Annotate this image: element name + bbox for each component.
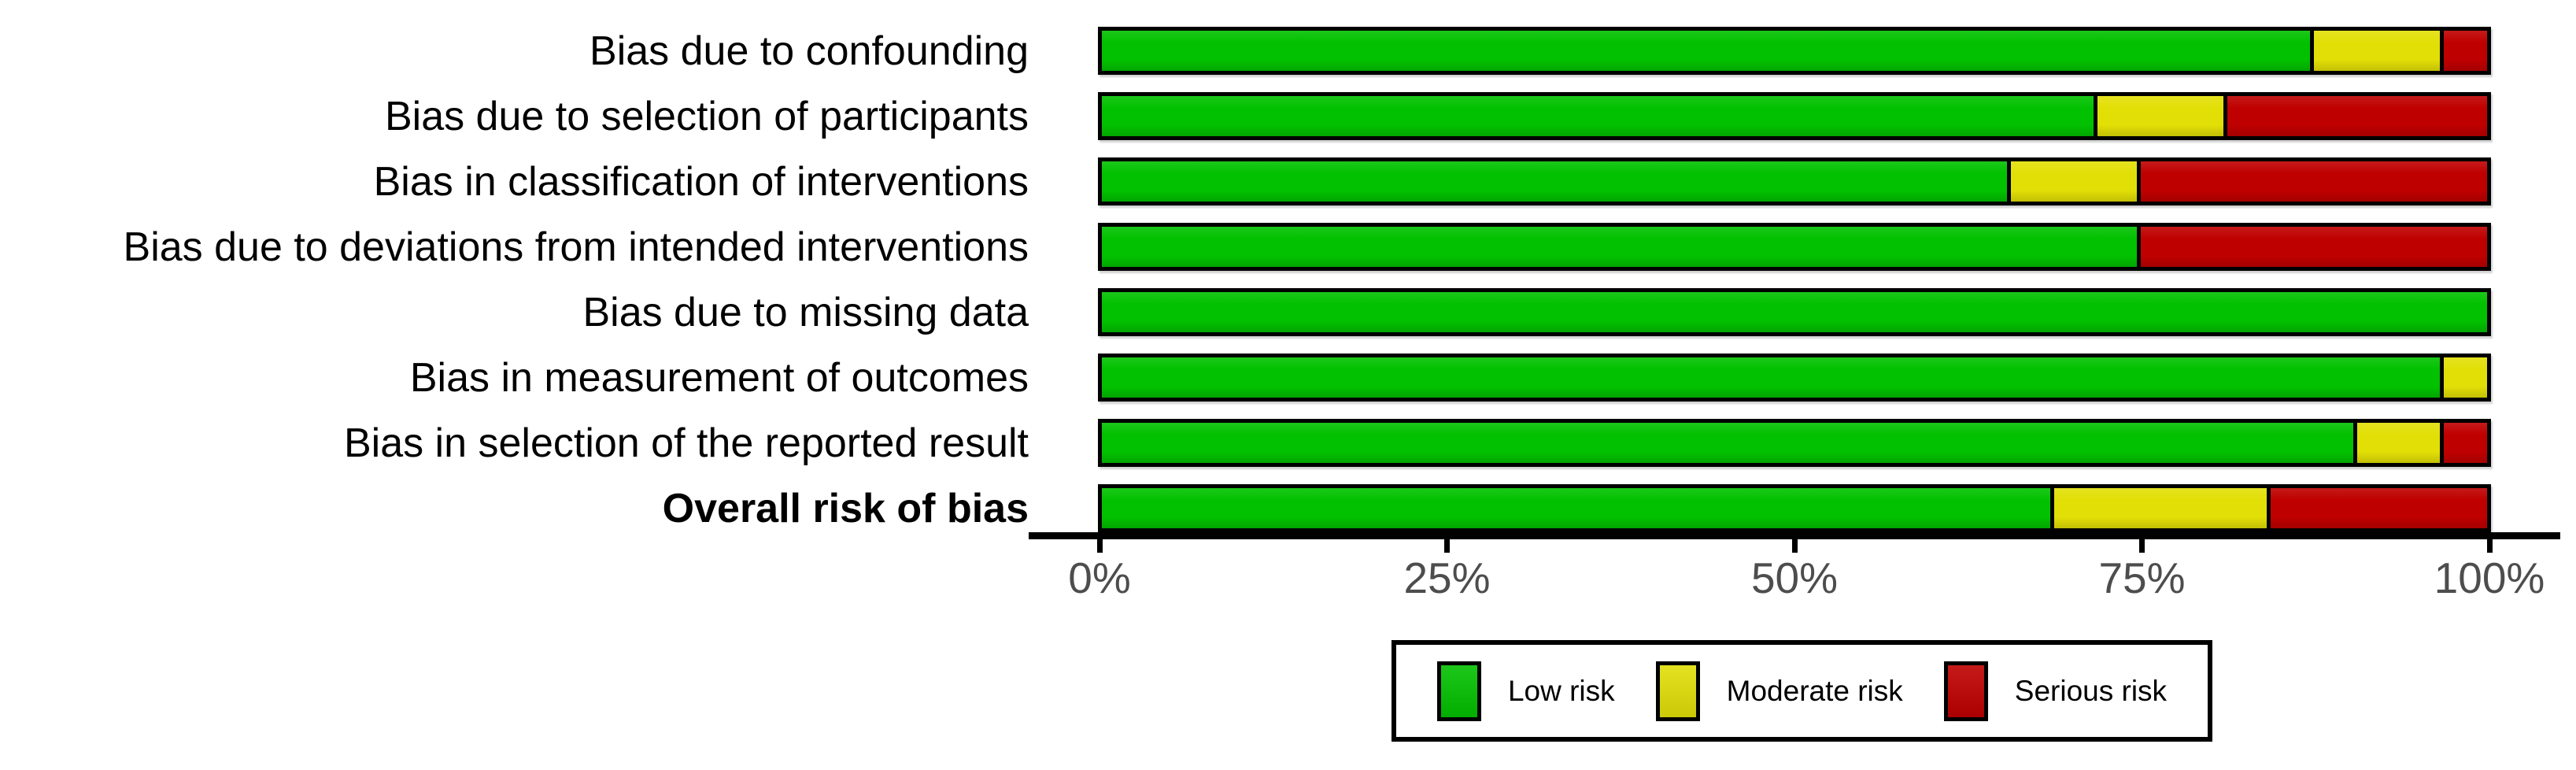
bar-segment-moderate-risk (2314, 31, 2444, 71)
category-label: Overall risk of bias (662, 485, 1029, 531)
category-label: Bias due to selection of participants (384, 93, 1029, 139)
bar-segment-low-risk (1102, 488, 2054, 528)
bar-segment-serious-risk (2444, 31, 2487, 71)
stacked-bar (1098, 484, 2491, 532)
category-label: Bias in measurement of outcomes (409, 354, 1029, 401)
bar-segment-low-risk (1102, 423, 2357, 463)
category-label: Bias due to deviations from intended int… (123, 224, 1029, 270)
stacked-bar (1098, 27, 2491, 75)
stacked-bar (1098, 354, 2491, 402)
legend-key-low-risk (1436, 661, 1481, 721)
bar-segment-moderate-risk (2054, 488, 2271, 528)
bar-segment-low-risk (1102, 161, 2011, 202)
bar-rows: Bias due to confounding Bias due to selec… (0, 27, 2576, 550)
bar-segment-low-risk (1102, 96, 2097, 136)
legend-key-serious-risk (1943, 661, 1988, 721)
legend-item-label: Moderate risk (1726, 674, 1903, 707)
category-label: Bias due to confounding (589, 28, 1029, 74)
bar-row: Bias in measurement of outcomes (0, 354, 2576, 402)
bar-segment-low-risk (1102, 227, 2141, 267)
bar-segment-serious-risk (2227, 96, 2487, 136)
x-tick-label: 25% (1403, 553, 1491, 602)
x-tick-mark (1791, 539, 1798, 553)
bar-row: Bias due to missing data (0, 288, 2576, 336)
legend-item: Serious risk (1943, 661, 2168, 721)
x-tick-mark (1444, 539, 1450, 553)
category-label: Bias in classification of interventions (373, 158, 1029, 205)
bar-segment-serious-risk (2271, 488, 2487, 528)
bar-row: Bias due to confounding (0, 27, 2576, 75)
bar-segment-low-risk (1102, 357, 2444, 398)
category-label: Bias due to missing data (582, 289, 1029, 335)
bar-segment-low-risk (1102, 31, 2314, 71)
stacked-bar (1098, 288, 2491, 336)
x-tick-mark (2486, 539, 2493, 553)
legend-key-moderate-risk (1655, 661, 1700, 721)
bar-segment-moderate-risk (2097, 96, 2227, 136)
legend-item-label: Serious risk (2014, 674, 2168, 707)
legend-item: Moderate risk (1655, 661, 1903, 721)
x-tick-label: 75% (2098, 553, 2186, 602)
stacked-bar (1098, 419, 2491, 467)
bar-segment-moderate-risk (2444, 357, 2487, 398)
x-tick-mark (2139, 539, 2145, 553)
x-tick-label: 100% (2434, 553, 2545, 602)
legend-item-label: Low risk (1507, 674, 1615, 707)
x-tick-label: 50% (1750, 553, 1839, 602)
legend-item: Low risk (1436, 661, 1615, 721)
stacked-bar (1098, 223, 2491, 271)
bar-segment-serious-risk (2141, 227, 2487, 267)
bar-row: Bias due to selection of participants (0, 92, 2576, 140)
stacked-bar (1098, 157, 2491, 205)
category-label: Bias in selection of the reported result (343, 420, 1029, 466)
bar-row: Bias due to deviations from intended int… (0, 223, 2576, 271)
legend: Low risk Moderate risk Serious risk (1391, 640, 2212, 742)
bar-segment-serious-risk (2444, 423, 2487, 463)
bar-row: Bias in classification of interventions (0, 157, 2576, 205)
x-axis-line (1029, 532, 2560, 539)
bar-row: Overall risk of bias (0, 484, 2576, 532)
bar-row: Bias in selection of the reported result (0, 419, 2576, 467)
bar-segment-moderate-risk (2357, 423, 2444, 463)
x-tick-mark (1096, 539, 1103, 553)
x-tick-label: 0% (1068, 553, 1131, 602)
bar-segment-serious-risk (2141, 161, 2487, 202)
bar-segment-low-risk (1102, 292, 2487, 332)
bar-segment-moderate-risk (2011, 161, 2141, 202)
stacked-bar (1098, 92, 2491, 140)
